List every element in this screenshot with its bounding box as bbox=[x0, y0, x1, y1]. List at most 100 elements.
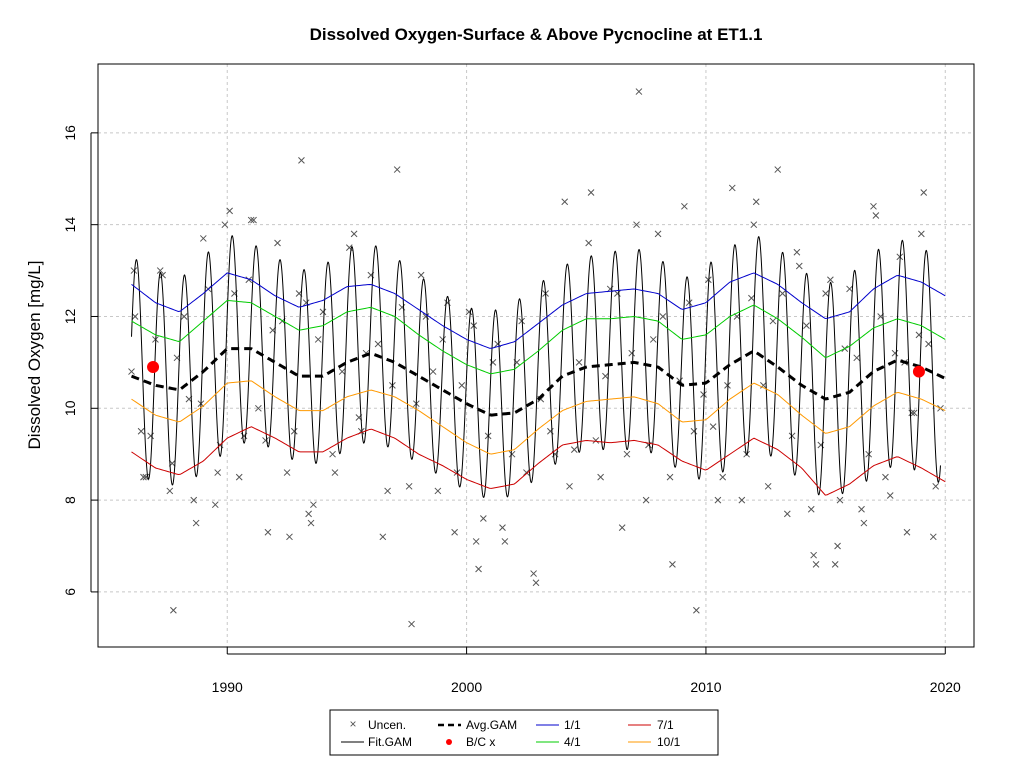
uncensored-point bbox=[190, 496, 198, 504]
point-stroke bbox=[561, 198, 569, 206]
point-stroke bbox=[618, 524, 626, 531]
uncensored-point bbox=[472, 538, 480, 545]
point-stroke bbox=[666, 473, 674, 481]
series-line-avg-gam bbox=[130, 347, 946, 417]
point-stroke bbox=[286, 533, 293, 541]
uncensored-point bbox=[211, 501, 219, 509]
point-stroke bbox=[453, 469, 461, 476]
uncensored-point bbox=[685, 299, 693, 307]
uncensored-point bbox=[618, 524, 626, 531]
uncensored-point bbox=[925, 340, 932, 348]
legend-box bbox=[329, 709, 719, 756]
point-stroke bbox=[262, 437, 269, 444]
point-stroke bbox=[192, 519, 200, 527]
uncensored-point bbox=[192, 519, 200, 527]
point-stroke bbox=[211, 501, 219, 509]
uncensored-point bbox=[666, 473, 674, 481]
point-stroke bbox=[654, 230, 662, 238]
uncensored-point bbox=[307, 519, 315, 527]
point-stroke bbox=[585, 239, 593, 247]
grid bbox=[98, 64, 974, 647]
uncensored-point bbox=[822, 290, 829, 297]
uncensored-point bbox=[827, 276, 834, 284]
legend-item-fit-gam: Fit.GAM bbox=[341, 735, 412, 749]
point-stroke bbox=[156, 267, 164, 274]
point-stroke bbox=[860, 519, 868, 527]
uncensored-point bbox=[860, 519, 868, 527]
uncensored-point bbox=[585, 239, 593, 247]
uncensored-point bbox=[764, 482, 772, 490]
uncensored-point bbox=[170, 606, 177, 614]
point-stroke bbox=[508, 450, 516, 458]
point-stroke bbox=[523, 469, 530, 476]
uncensored-point bbox=[137, 427, 145, 435]
y-tick-label: 6 bbox=[62, 588, 78, 596]
point-stroke bbox=[903, 528, 911, 536]
point-stroke bbox=[587, 189, 595, 196]
point-stroke bbox=[319, 308, 327, 316]
legend: × Uncen. Fit.GAM Avg.GAM B/C x 1/1 4/ bbox=[329, 709, 719, 756]
uncensored-point bbox=[250, 216, 257, 224]
point-stroke bbox=[199, 235, 207, 242]
point-stroke bbox=[472, 538, 480, 545]
point-stroke bbox=[190, 496, 198, 504]
point-stroke bbox=[566, 482, 573, 490]
point-stroke bbox=[929, 533, 937, 541]
uncensored-point bbox=[614, 290, 621, 297]
uncensored-point bbox=[221, 221, 229, 229]
uncensored-point bbox=[587, 189, 595, 196]
point-stroke bbox=[769, 317, 777, 325]
uncensored-point bbox=[719, 473, 727, 481]
uncensored-point bbox=[374, 340, 382, 348]
y-tick-label: 14 bbox=[62, 217, 78, 233]
point-stroke bbox=[140, 473, 147, 481]
point-stroke bbox=[305, 510, 312, 518]
uncensored-point bbox=[305, 510, 312, 518]
point-stroke bbox=[393, 166, 401, 173]
point-stroke bbox=[166, 487, 174, 495]
point-stroke bbox=[537, 395, 545, 403]
uncensored-point bbox=[508, 450, 516, 458]
point-stroke bbox=[752, 198, 760, 206]
point-stroke bbox=[807, 505, 815, 513]
uncensored-point bbox=[709, 423, 717, 431]
point-stroke bbox=[408, 620, 415, 628]
uncensored-point bbox=[750, 221, 758, 229]
uncensored-point bbox=[642, 496, 650, 504]
uncensored-point bbox=[633, 221, 640, 229]
uncensored-point bbox=[566, 482, 573, 490]
point-stroke bbox=[693, 606, 700, 614]
uncensored-point bbox=[834, 542, 841, 550]
point-stroke bbox=[379, 533, 387, 541]
uncensored-point bbox=[393, 166, 401, 173]
uncensored-point bbox=[501, 538, 509, 545]
y-axis: 6 8 10 12 14 16 bbox=[62, 125, 98, 596]
point-stroke bbox=[405, 482, 413, 490]
uncensored-point bbox=[262, 437, 269, 444]
point-stroke bbox=[501, 538, 509, 545]
fit-gam-path bbox=[131, 235, 941, 498]
point-stroke bbox=[803, 322, 810, 330]
point-stroke bbox=[649, 336, 657, 343]
uncensored-point bbox=[917, 230, 925, 238]
legend-item-4-1: 4/1 bbox=[536, 735, 581, 749]
point-stroke bbox=[822, 290, 829, 297]
legend-label: 4/1 bbox=[564, 735, 581, 749]
uncensored-point bbox=[654, 230, 662, 238]
point-stroke bbox=[434, 487, 442, 495]
point-stroke bbox=[628, 349, 636, 357]
uncensored-point bbox=[530, 570, 537, 577]
uncensored-point bbox=[783, 510, 791, 518]
point-stroke bbox=[255, 404, 262, 412]
uncensored-point bbox=[310, 501, 317, 509]
uncensored-point bbox=[760, 381, 767, 389]
uncensored-point bbox=[774, 166, 782, 173]
uncensored-point bbox=[812, 561, 820, 568]
legend-label: 1/1 bbox=[564, 718, 581, 732]
uncensored-point bbox=[793, 248, 801, 256]
point-stroke bbox=[131, 313, 139, 320]
uncensored-point bbox=[147, 432, 155, 440]
point-stroke bbox=[908, 409, 916, 417]
y-tick-label: 16 bbox=[62, 125, 78, 141]
y-axis-title: Dissolved Oxygen [mg/L] bbox=[25, 261, 44, 450]
